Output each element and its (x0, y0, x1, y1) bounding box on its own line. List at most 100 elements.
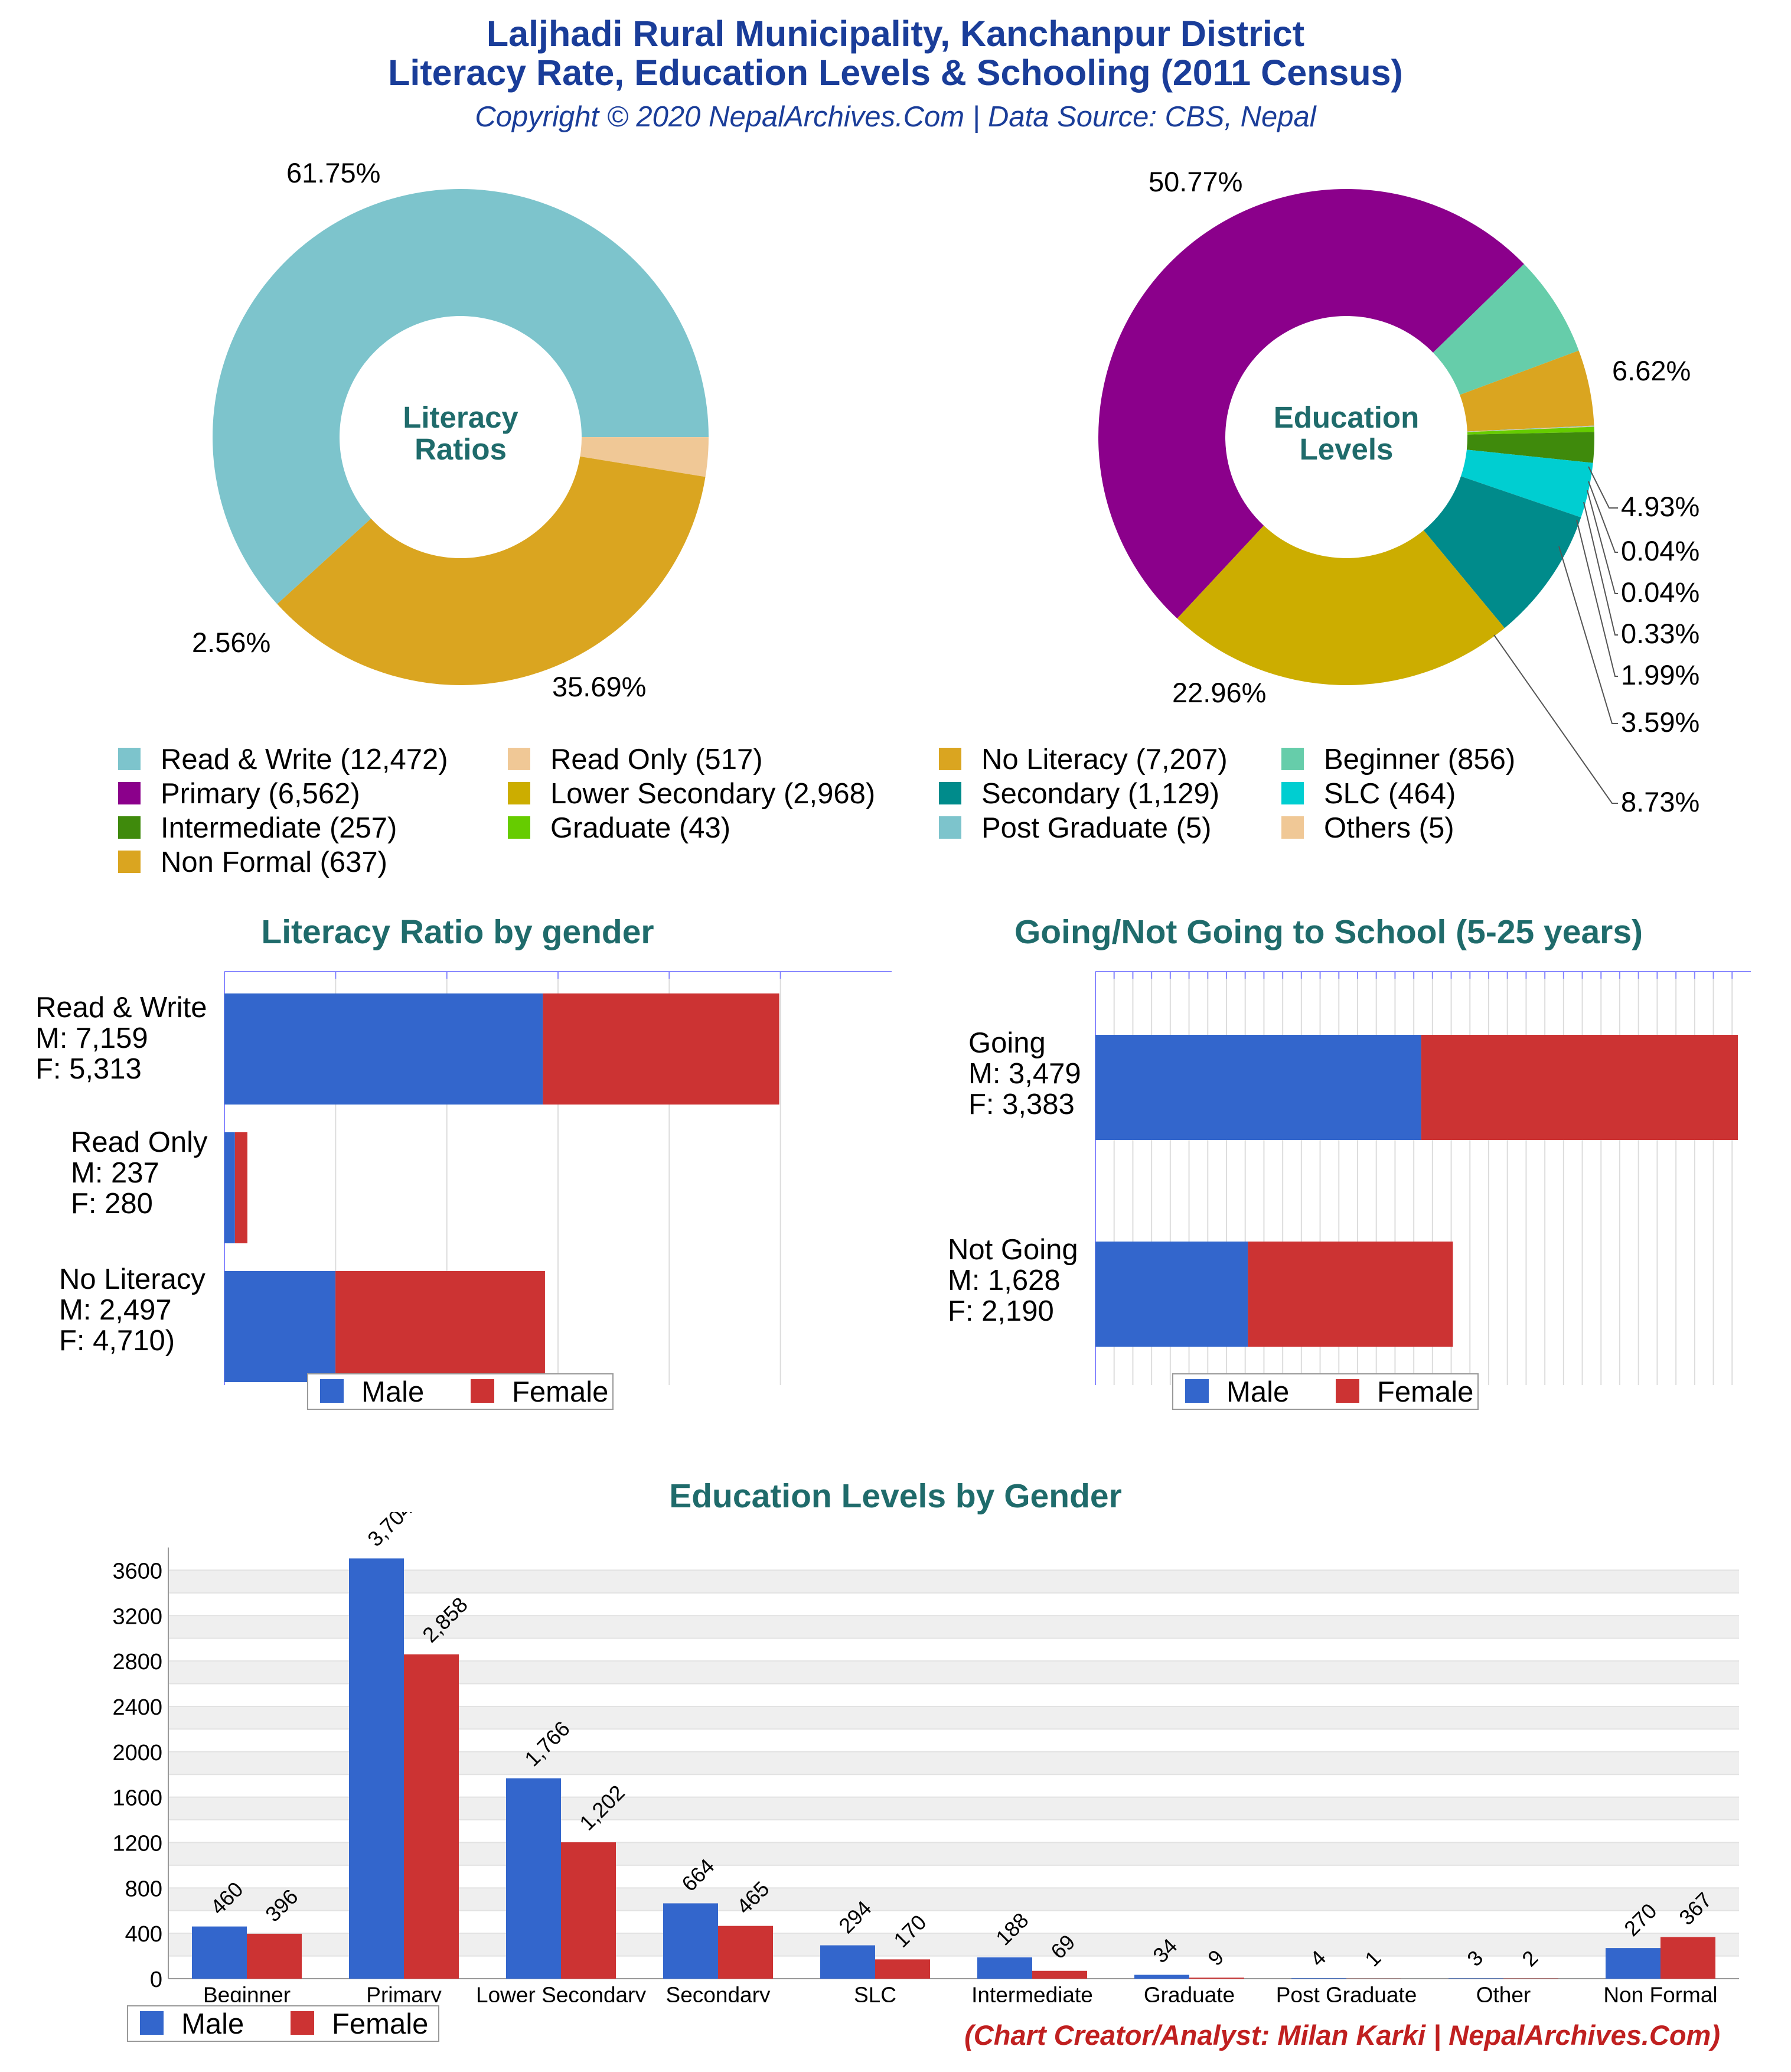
male-swatch (1185, 1379, 1209, 1403)
literacy-center-line2: Ratios (415, 432, 507, 466)
literacy-donut-chart (213, 189, 709, 686)
bar-female-secondary (718, 1926, 773, 1979)
school-bar-category-label: Not Going M: 1,628 F: 2,190 (948, 1234, 1078, 1327)
bar-male-secondary (663, 1903, 718, 1979)
female-legend-label: Female (332, 2008, 429, 2040)
y-tick-label: 2800 (112, 1650, 162, 1674)
leader-line (1583, 501, 1618, 636)
bar-male-lower-secondary (506, 1778, 561, 1979)
bar-male-not-going (1095, 1242, 1248, 1347)
legend-label: Read Only (517) (550, 744, 763, 776)
bar-male-going (1095, 1035, 1421, 1140)
leader-line (1588, 466, 1618, 509)
legend-label: Non Formal (637) (161, 846, 387, 878)
female-swatch (471, 1379, 494, 1403)
x-category-label: Intermediate (971, 1983, 1093, 2002)
y-tick-label: 1600 (112, 1786, 162, 1811)
education-slice-lower-secondary (1177, 525, 1505, 685)
bar-male-beginner (192, 1926, 247, 1979)
bar-male-slc (820, 1945, 875, 1979)
bar-female-slc (875, 1959, 930, 1979)
male-swatch (320, 1379, 344, 1403)
bar-female-read-only (234, 1132, 247, 1243)
page-subtitle: Literacy Rate, Education Levels & School… (388, 53, 1403, 93)
education-pct-label: 50.77% (1149, 166, 1243, 197)
education-pct-label: 0.33% (1621, 618, 1700, 649)
legend-swatch (939, 782, 961, 804)
legend-swatch (508, 782, 530, 804)
y-tick-label: 2400 (112, 1695, 162, 1720)
male-swatch (140, 2011, 164, 2035)
school-bar-category-label: Going M: 3,479 F: 3,383 (968, 1027, 1081, 1120)
bar-male-read-only (224, 1132, 235, 1243)
literacy-donut-center-label: Literacy Ratios (372, 402, 549, 465)
bar-value-label: 465 (732, 1876, 774, 1918)
y-tick-label: 800 (125, 1876, 162, 1901)
legend-swatch (118, 816, 141, 839)
x-category-label: Non Formal (1603, 1983, 1717, 2002)
leader-line (1558, 546, 1618, 724)
literacy-slice-no-literacy (277, 456, 706, 686)
x-category-label: Primary (366, 1983, 442, 2002)
literacy-center-line1: Literacy (403, 400, 518, 434)
bar-female-no-literacy (335, 1271, 545, 1382)
education-pct-label: 4.93% (1621, 491, 1700, 522)
literacy-gender-title: Literacy Ratio by gender (261, 913, 654, 951)
education-center-line1: Education (1273, 400, 1420, 434)
bar-male-other (1449, 1978, 1503, 1979)
legend-label: Read & Write (12,472) (161, 744, 448, 776)
bar-male-read-write (224, 993, 543, 1105)
x-category-label: Graduate (1144, 1983, 1235, 2002)
legend-label: Others (5) (1324, 812, 1454, 844)
bar-female-non-formal (1660, 1937, 1715, 1979)
legend-swatch (508, 816, 530, 839)
y-tick-label: 0 (150, 1967, 162, 1992)
education-pct-label: 3.59% (1621, 706, 1700, 738)
bar-female-graduate (1189, 1977, 1244, 1979)
education-pct-label: 0.04% (1621, 576, 1700, 608)
y-tick-label: 1200 (112, 1831, 162, 1856)
education-pct-label: 8.73% (1621, 786, 1700, 817)
leader-line (1576, 519, 1618, 677)
education-slice-others (1467, 426, 1594, 432)
edu-gender-title: Education Levels by Gender (669, 1477, 1122, 1515)
bar-female-intermediate (1032, 1970, 1087, 1979)
y-tick-label: 3600 (112, 1559, 162, 1584)
school-chart-legend: Male Female (1172, 1373, 1479, 1410)
education-slice-non-formal (1460, 350, 1594, 432)
literacy-bar-category-label: Read Only M: 237 F: 280 (71, 1126, 208, 1220)
bar-male-no-literacy (224, 1271, 336, 1382)
education-pct-label: 1.99% (1621, 659, 1700, 690)
x-category-label: Post Graduate (1276, 1983, 1417, 2002)
literacy-bar-category-label: No Literacy M: 2,497 F: 4,710) (59, 1263, 205, 1357)
bar-female-beginner (247, 1933, 302, 1979)
bar-male-post-graduate (1291, 1978, 1346, 1979)
legend-label: Graduate (43) (550, 812, 731, 844)
bar-male-primary (349, 1558, 404, 1979)
bar-female-going (1421, 1035, 1738, 1140)
school-bar-chart (1095, 971, 1751, 1385)
education-slice-beginner (1433, 263, 1579, 395)
female-swatch (291, 2011, 314, 2035)
education-pct-label: 0.04% (1621, 535, 1700, 566)
bar-value-label: 3,704 (363, 1512, 417, 1551)
legend-label: Post Graduate (5) (981, 812, 1212, 844)
legend-swatch (118, 748, 141, 770)
legend-swatch (1281, 782, 1304, 804)
bar-female-lower-secondary (561, 1842, 616, 1979)
legend-swatch (1281, 816, 1304, 839)
male-legend-label: Male (361, 1376, 425, 1408)
education-donut-chart (1098, 189, 1594, 685)
x-category-label: Other (1476, 1983, 1531, 2002)
bar-male-non-formal (1606, 1948, 1660, 1979)
male-legend-label: Male (1226, 1376, 1290, 1408)
education-center-line2: Levels (1299, 432, 1394, 466)
education-pct-label: 22.96% (1172, 677, 1267, 708)
education-slice-post-graduate (1467, 425, 1594, 432)
x-category-label: Beginner (203, 1983, 291, 2002)
page-title: Laljhadi Rural Municipality, Kanchanpur … (486, 14, 1305, 54)
legend-swatch (1281, 748, 1304, 770)
legend-swatch (939, 816, 961, 839)
legend-swatch (118, 782, 141, 804)
female-swatch (1336, 1379, 1359, 1403)
